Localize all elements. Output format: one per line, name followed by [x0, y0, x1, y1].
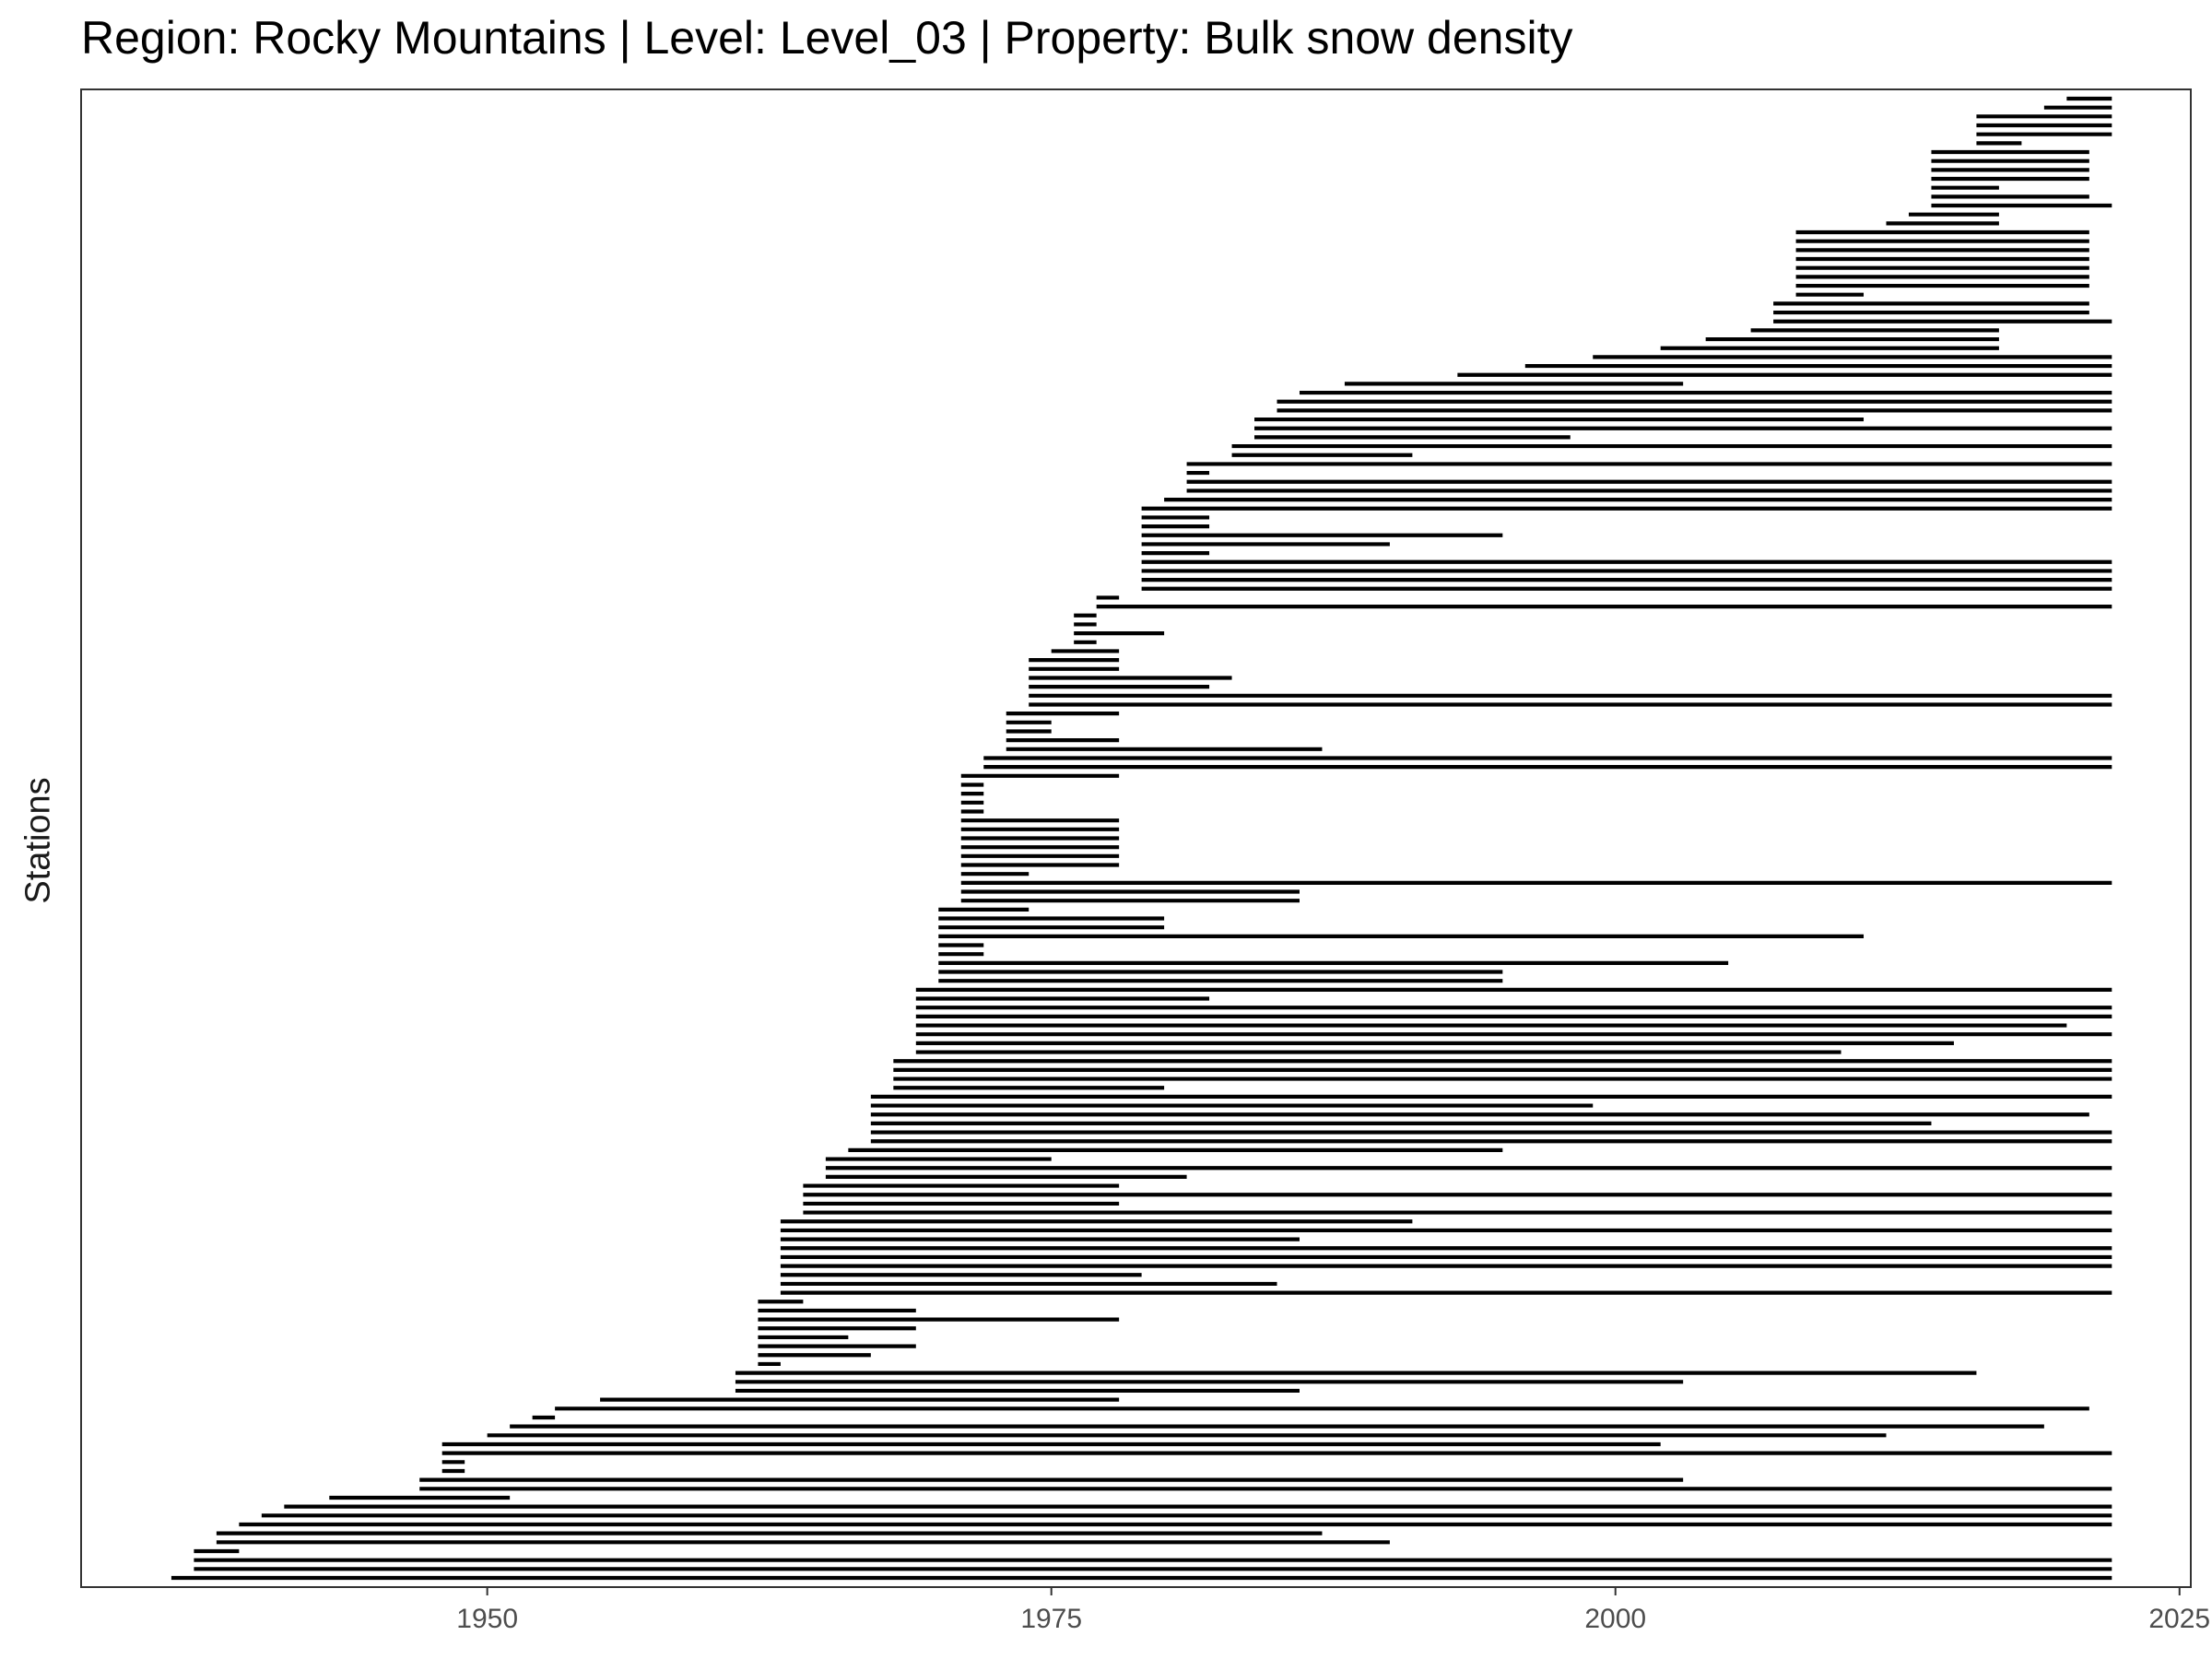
x-axis: 1950 1975 2000 2025 — [456, 1587, 2210, 1634]
chart-title: Region: Rocky Mountains | Level: Level_0… — [81, 12, 1573, 64]
x-tick-label: 2000 — [1584, 1604, 1646, 1634]
x-tick-label: 2025 — [2148, 1604, 2210, 1634]
x-tick-label: 1975 — [1020, 1604, 1082, 1634]
x-tick-label: 1950 — [456, 1604, 518, 1634]
plot-panel-border — [80, 88, 2192, 1588]
station-bars — [171, 96, 2112, 1581]
